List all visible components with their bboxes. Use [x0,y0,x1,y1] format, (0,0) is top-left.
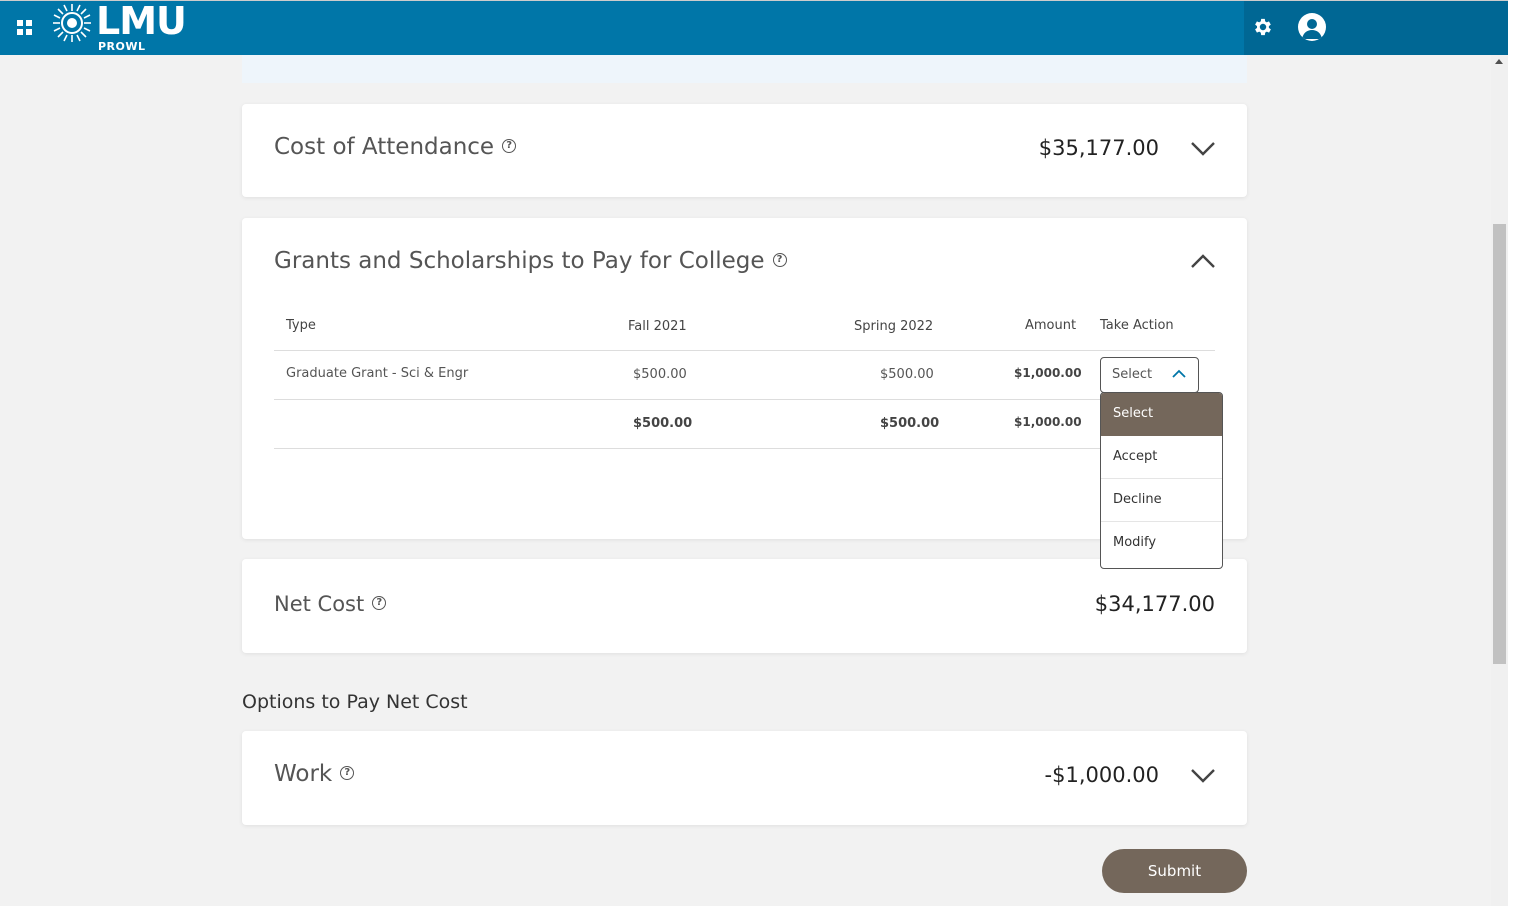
net-cost-card: Net Cost? $34,177.00 [242,559,1247,653]
help-icon[interactable]: ? [502,138,517,153]
grant-amount: $1,000.00 [1014,366,1082,380]
work-amount: -$1,000.00 [1044,763,1159,787]
net-cost-amount: $34,177.00 [1094,592,1215,616]
window-edge [1508,0,1518,906]
topbar-actions [1244,1,1508,55]
chevron-down-icon[interactable] [1190,768,1216,784]
column-header-action: Take Action [1100,318,1174,333]
take-action-select[interactable]: Select [1100,357,1199,393]
column-header-spring[interactable]: Spring 2022 [854,319,934,334]
help-icon[interactable]: ? [772,252,787,267]
take-action-dropdown: Select Accept Decline Modify [1100,392,1223,569]
sun-logo-icon [53,4,91,42]
gear-icon[interactable] [1252,16,1274,38]
user-avatar-icon[interactable] [1298,13,1326,41]
net-cost-title: Net Cost? [274,592,387,616]
option-modify[interactable]: Modify [1113,535,1157,550]
total-fall: $500.00 [633,416,693,431]
grants-card: Grants and Scholarships to Pay for Colle… [242,218,1247,539]
grant-type: Graduate Grant - Sci & Engr [286,366,469,381]
cost-of-attendance-title: Cost of Attendance? [274,134,517,160]
column-header-type[interactable]: Type [286,318,316,333]
chevron-up-icon [1172,369,1186,378]
total-spring: $500.00 [880,416,940,431]
chevron-down-icon[interactable] [1190,141,1216,157]
divider [274,448,1215,449]
cost-of-attendance-amount: $35,177.00 [1038,136,1159,160]
scrollbar-thumb[interactable] [1493,224,1506,664]
submit-button[interactable]: Submit [1102,849,1247,893]
select-value: Select [1112,367,1153,382]
cost-of-attendance-card[interactable]: Cost of Attendance? $35,177.00 [242,104,1247,197]
chevron-up-icon[interactable] [1190,253,1216,269]
option-accept[interactable]: Accept [1101,436,1222,479]
logo-text: LMU [96,0,187,43]
grant-spring: $500.00 [880,367,934,382]
help-icon[interactable]: ? [372,596,387,610]
option-decline[interactable]: Decline [1101,479,1222,522]
work-card[interactable]: Work? -$1,000.00 [242,731,1247,825]
top-bar: LMU PROWL [0,0,1508,55]
divider [274,350,1215,351]
column-header-fall[interactable]: Fall 2021 [628,319,687,334]
lmu-logo[interactable]: LMU PROWL [52,0,202,53]
grant-fall: $500.00 [633,367,687,382]
total-amount: $1,000.00 [1014,415,1082,429]
scroll-up-arrow-icon[interactable] [1495,59,1503,64]
column-header-amount[interactable]: Amount [1025,318,1077,333]
work-title: Work? [274,761,355,787]
grants-title: Grants and Scholarships to Pay for Colle… [274,248,787,274]
previous-card-edge [242,55,1247,83]
help-icon[interactable]: ? [340,765,355,780]
options-heading: Options to Pay Net Cost [242,691,468,713]
option-select[interactable]: Select [1101,393,1222,436]
logo-subtext: PROWL [98,40,146,53]
apps-grid-icon[interactable] [17,20,32,35]
divider [274,399,1215,400]
